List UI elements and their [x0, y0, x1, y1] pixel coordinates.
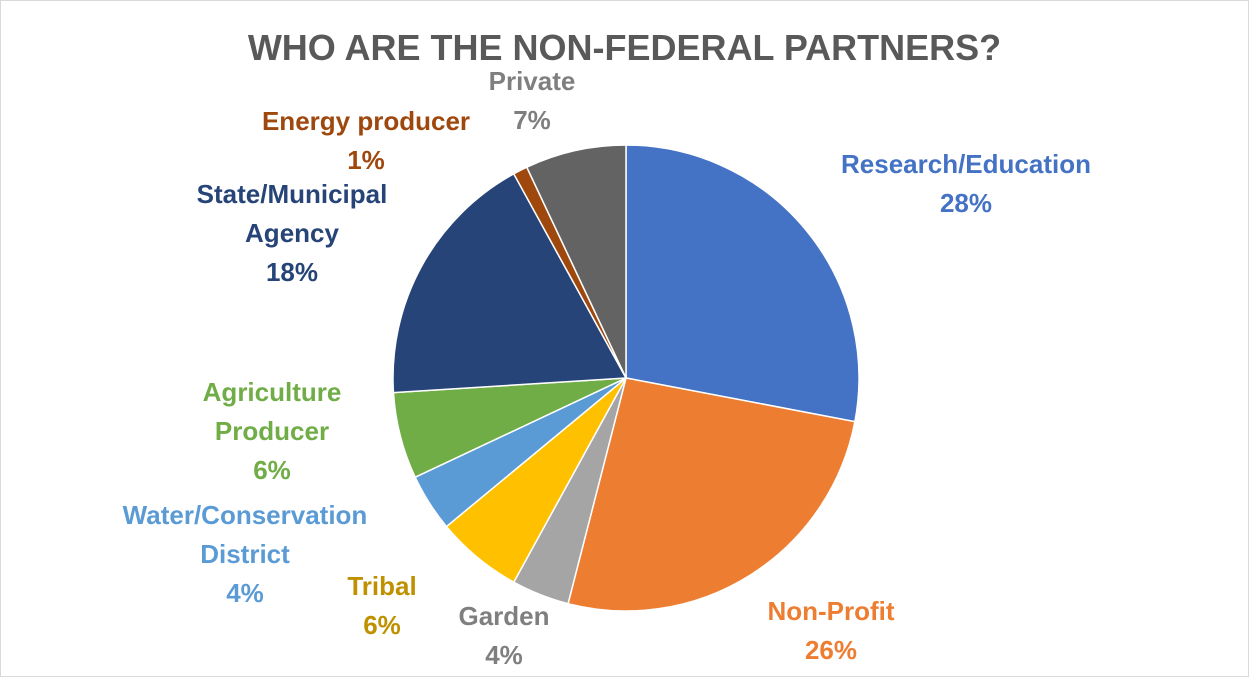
pie-slice	[525, 144, 627, 379]
value-label: 1%	[347, 145, 385, 175]
slice-label: State/Municipal Agency 18%	[172, 175, 412, 292]
chart-title: WHO ARE THE NON-FEDERAL PARTNERS?	[247, 27, 1002, 68]
value-label: 26%	[804, 635, 858, 665]
slice-label: Water/Conservation District 4%	[95, 496, 395, 613]
value-label: 6%	[253, 455, 291, 485]
pie-slice	[625, 144, 860, 423]
category-label: Non-Profit	[767, 596, 895, 626]
category-label: Energy producer	[261, 106, 471, 136]
value-label: 28%	[939, 188, 993, 218]
category-label: Agriculture Producer	[202, 377, 342, 446]
slice-label: Research/Education 28%	[816, 145, 1116, 223]
value-label: 6%	[363, 610, 401, 640]
pie-slice	[392, 172, 628, 394]
value-label: 4%	[485, 640, 523, 670]
pie-slice	[567, 377, 856, 612]
slice-label: Garden 4%	[424, 597, 584, 675]
slice-label: Energy producer 1%	[236, 102, 496, 180]
slice-label: Tribal 6%	[322, 567, 442, 645]
category-label: Garden	[458, 601, 550, 631]
slice-label: Agriculture Producer 6%	[177, 373, 367, 490]
value-label: 7%	[513, 105, 551, 135]
category-label: Water/Conservation District	[122, 500, 368, 569]
slice-label: Private 7%	[452, 62, 612, 140]
slice-label: Non-Profit 26%	[731, 592, 931, 670]
category-label: State/Municipal Agency	[196, 179, 388, 248]
category-label: Tribal	[347, 571, 417, 601]
value-label: 4%	[226, 578, 264, 608]
category-label: Research/Education	[841, 149, 1091, 179]
category-label: Private	[488, 66, 576, 96]
value-label: 18%	[265, 257, 319, 287]
